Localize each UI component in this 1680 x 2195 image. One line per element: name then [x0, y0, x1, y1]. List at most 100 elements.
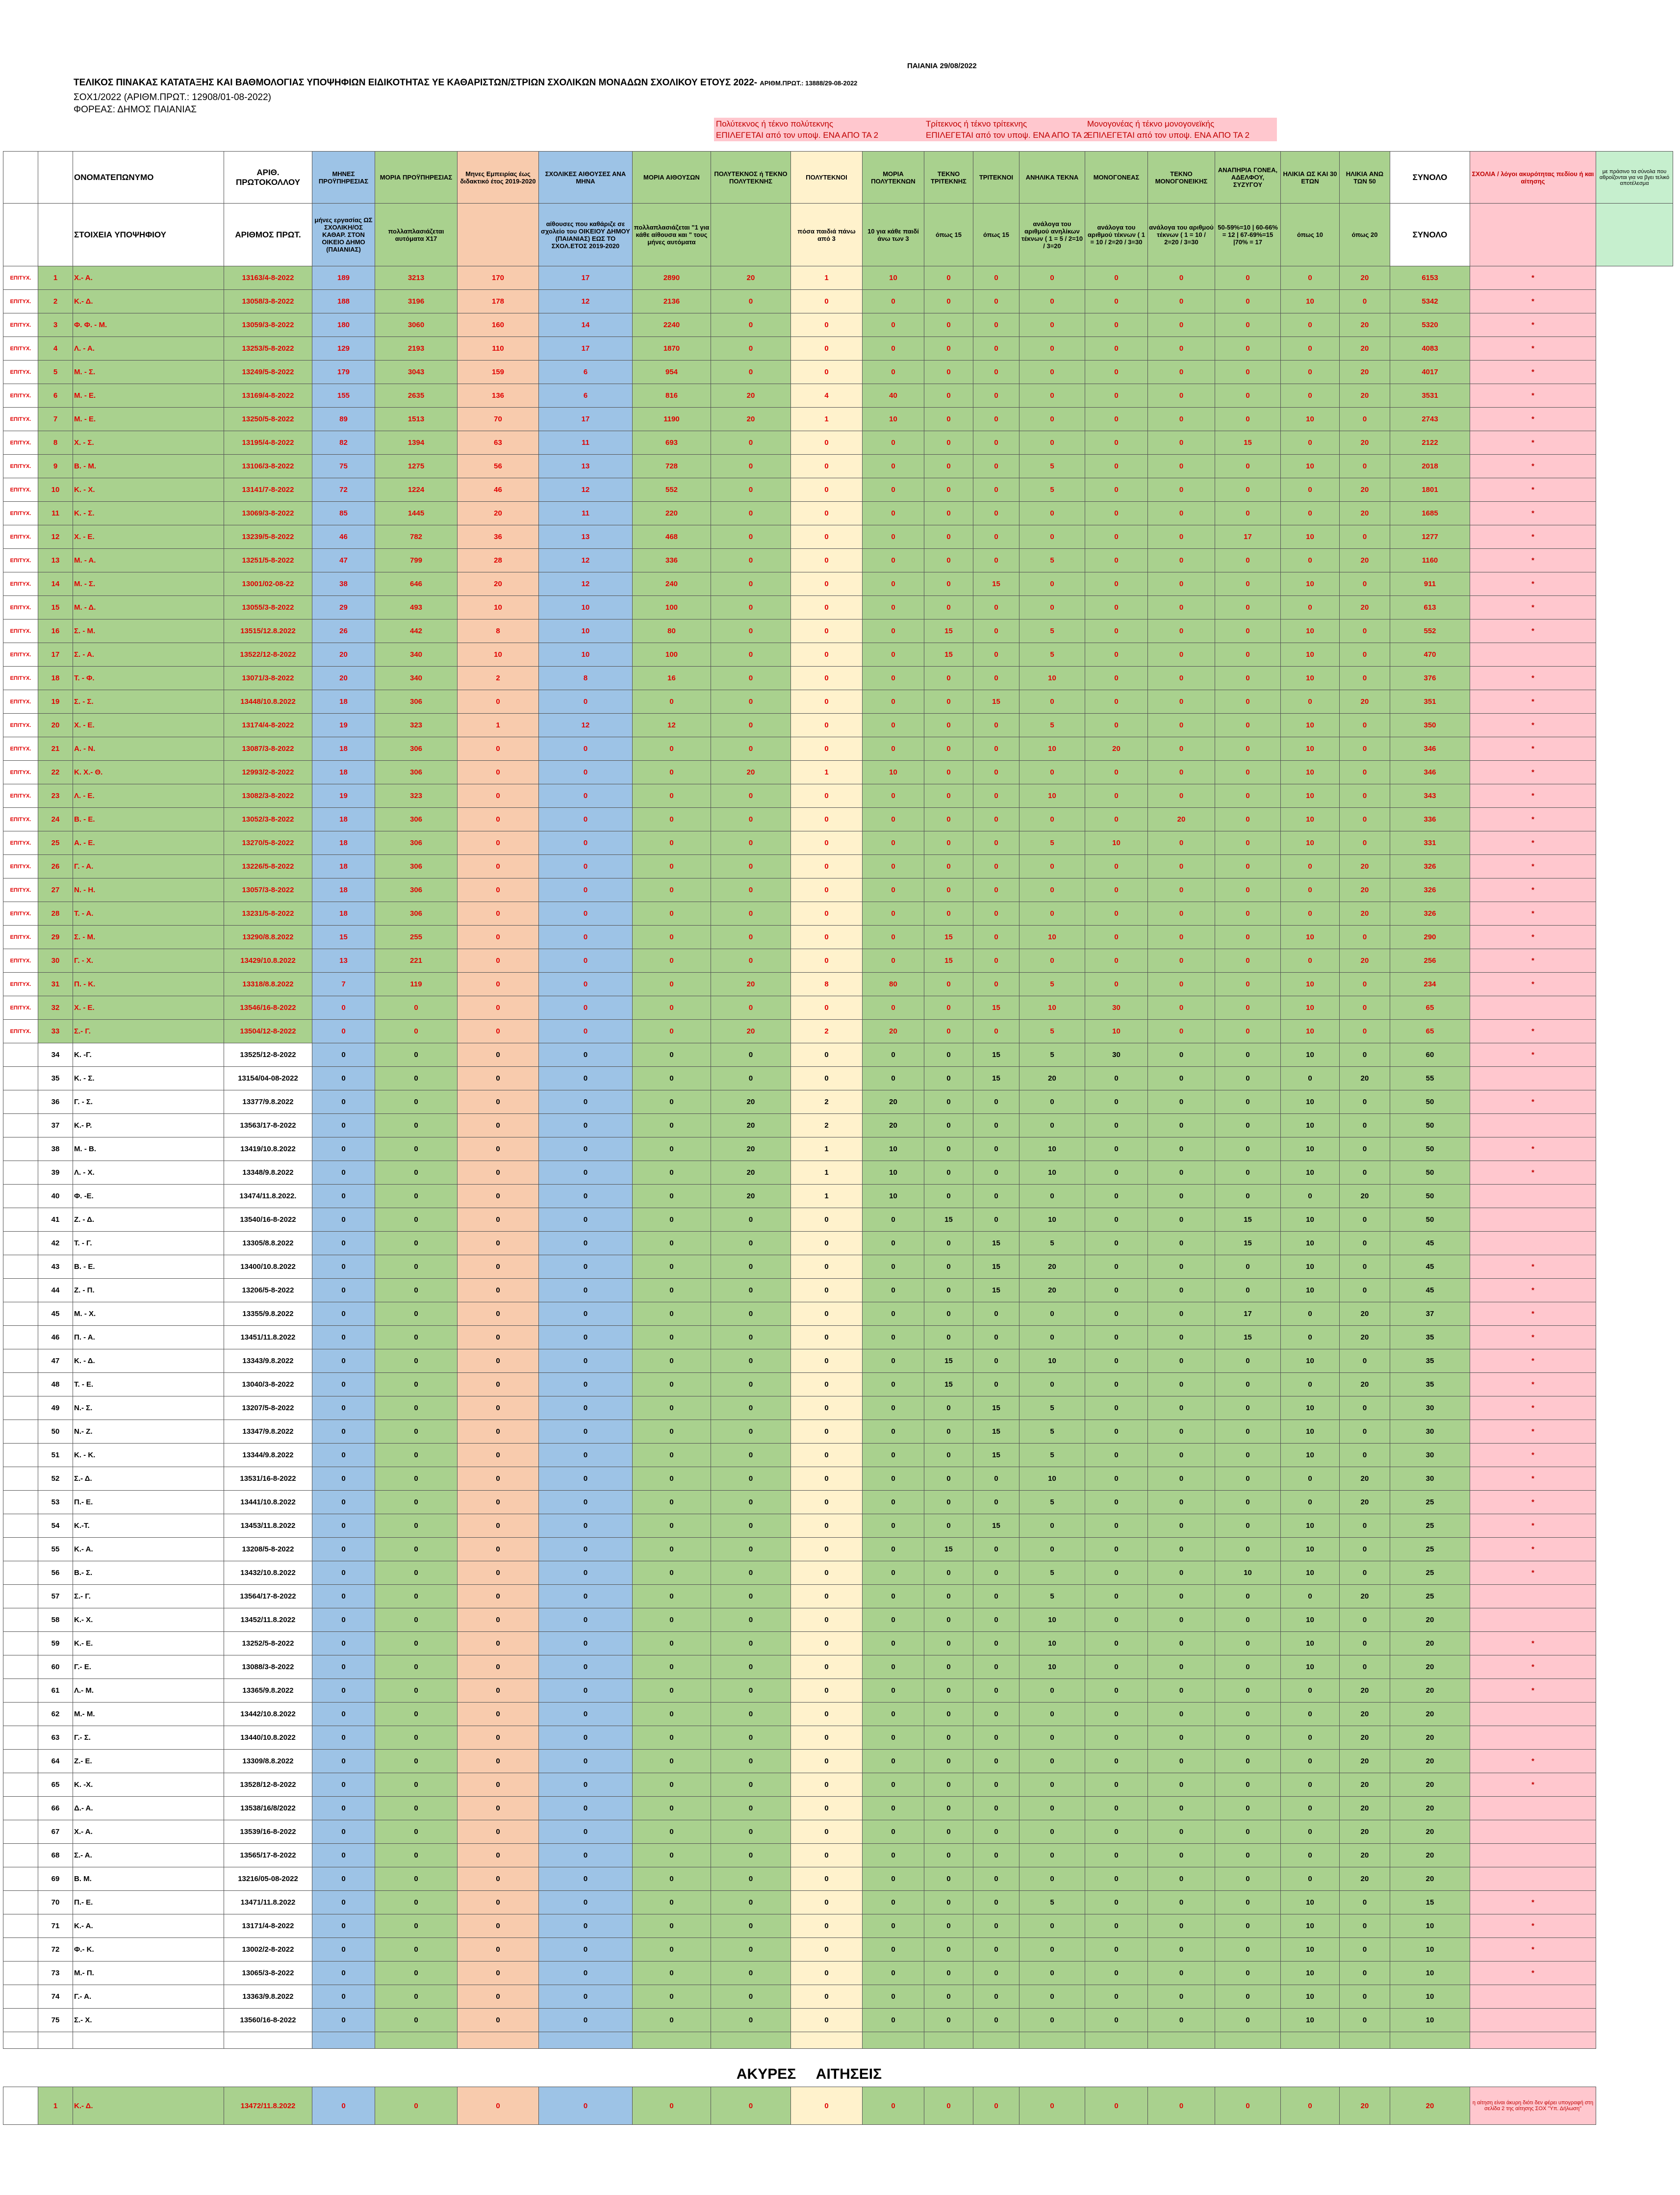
score-cell: 0	[711, 1255, 791, 1279]
score-cell: 0	[1215, 1702, 1281, 1726]
score-cell: 0	[312, 1985, 375, 2009]
score-cell: 180	[312, 313, 375, 337]
score-cell: 0	[1339, 289, 1390, 313]
score-cell: 0	[973, 501, 1019, 525]
score-cell: 0	[632, 1325, 711, 1349]
score-cell: 0	[632, 2008, 711, 2032]
score-cell: 0	[973, 525, 1019, 549]
score-cell: 0	[924, 266, 973, 290]
score-cell: 0	[924, 1019, 973, 1043]
score-cell: 0	[711, 1914, 791, 1938]
candidate-name: Σ. - Α.	[73, 643, 224, 667]
score-cell: 0	[790, 454, 863, 478]
cell	[1470, 1231, 1596, 1255]
data-row: 50 Ν.- Ζ. 13347/9.8.2022 0 0 0 0 0 0 0 0 0 15 5 0 0 0 10 0…	[3, 1420, 1673, 1444]
score-cell: 0	[632, 1514, 711, 1538]
score-cell: 0	[924, 2087, 973, 2125]
score-cell: 0	[1280, 1066, 1340, 1090]
score-cell: 0	[924, 1749, 973, 1773]
score-cell: 0	[1019, 313, 1085, 337]
score-cell: 0	[924, 1113, 973, 1137]
score-cell: 0	[1085, 1467, 1148, 1491]
score-cell: 0	[1215, 548, 1281, 572]
score-cell: 0	[1215, 1796, 1281, 1820]
data-row: ΕΠΙΤΥΧ. 31 Π. - Κ. 13318/8.8.2022 7 119 0 0 0 20 8…	[3, 972, 1673, 996]
data-row: 43 Β. - Ε. 13400/10.8.2022 0 0 0 0 0 0 0 0 0 15 20 0 0 0…	[3, 1255, 1673, 1279]
score-cell: 0	[1215, 1113, 1281, 1137]
score-cell: 0	[924, 1773, 973, 1797]
row-number: 59	[38, 1631, 73, 1655]
score-cell: 0	[312, 1726, 375, 1750]
score-cell: 10	[1280, 1961, 1340, 1985]
score-cell: 0	[538, 1961, 633, 1985]
score-cell: 0	[862, 360, 924, 384]
empty-cell	[1019, 2032, 1085, 2049]
score-cell: 0	[790, 619, 863, 643]
score-cell: 0	[1085, 949, 1148, 973]
score-cell: 0	[1085, 1161, 1148, 1185]
score-cell: 306	[375, 902, 458, 926]
score-cell: 10	[1019, 1161, 1085, 1185]
header-cell: Μηνες Εμπειρίας έως διδακτικό έτος 2019-…	[457, 151, 539, 204]
cell	[1596, 501, 1673, 525]
score-cell: 0	[312, 1113, 375, 1137]
score-cell: 0	[1280, 2087, 1340, 2125]
score-cell: 10	[1085, 831, 1148, 855]
score-cell: 10	[1280, 1231, 1340, 1255]
score-cell: 0	[538, 1396, 633, 1420]
score-cell: 0	[1147, 478, 1215, 502]
data-row: 54 Κ.-Τ. 13453/11.8.2022 0 0 0 0 0 0 0 0 0 15 0 0 0 0 10 0…	[3, 1514, 1673, 1538]
score-cell: 0	[862, 1443, 924, 1467]
score-cell: 0	[1085, 1584, 1148, 1608]
row-number: 72	[38, 1937, 73, 1962]
score-cell: 0	[790, 1043, 863, 1067]
candidate-name: Λ. - Χ.	[73, 1161, 224, 1185]
protocol-number: 13365/9.8.2022	[224, 1679, 312, 1703]
score-cell: 12	[538, 548, 633, 572]
score-cell: 0	[862, 1890, 924, 1914]
score-cell: 0	[1215, 690, 1281, 714]
score-cell: 0	[924, 1231, 973, 1255]
score-cell: 0	[1019, 690, 1085, 714]
score-cell: 2890	[632, 266, 711, 290]
score-cell: 0	[1147, 1749, 1215, 1773]
protocol-number: 13419/10.8.2022	[224, 1137, 312, 1161]
score-cell: 0	[1019, 289, 1085, 313]
protocol-number: 13002/2-8-2022	[224, 1937, 312, 1962]
empty-cell	[1596, 2032, 1673, 2049]
score-cell: 50	[1390, 1161, 1470, 1185]
score-cell: 0	[312, 1208, 375, 1232]
score-cell: 0	[632, 1820, 711, 1844]
note-text: ΕΠΙΛΕΓΕΤΑΙ από τον υποψ. ΕΝΑ ΑΠΟ ΤΑ 2	[716, 130, 879, 140]
score-cell: 10	[1280, 996, 1340, 1020]
score-cell: 0	[973, 1679, 1019, 1703]
score-cell: 5	[1019, 1043, 1085, 1067]
score-cell: 0	[1147, 713, 1215, 737]
score-cell: 10	[1390, 1961, 1470, 1985]
score-cell: 0	[924, 1843, 973, 1867]
note-cell: *	[1470, 760, 1596, 784]
score-cell: 0	[538, 1608, 633, 1632]
score-cell: 20	[1339, 1726, 1390, 1750]
score-cell: 0	[538, 854, 633, 878]
note-cell: *	[1470, 1773, 1596, 1797]
score-cell: 20	[711, 972, 791, 996]
header-cell: ΠΟΛΥΤΕΚΝΟΙ	[790, 151, 863, 204]
score-cell: 0	[457, 1820, 539, 1844]
score-cell: 0	[1339, 1443, 1390, 1467]
protocol-number: 13363/9.8.2022	[224, 1985, 312, 2009]
score-cell: 816	[632, 384, 711, 408]
score-cell: 0	[973, 289, 1019, 313]
data-row: 64 Ζ.- Ε. 13309/8.8.2022 0 0 0 0 0 0 0 0 0 0 0 0 0 0 0 20 2…	[3, 1749, 1673, 1773]
score-cell: 20	[1339, 1820, 1390, 1844]
score-cell: 0	[1147, 1584, 1215, 1608]
cell	[3, 1537, 38, 1561]
score-cell: 0	[1147, 1066, 1215, 1090]
score-cell: 20	[1339, 1184, 1390, 1208]
data-row: ΕΠΙΤΥΧ. 3 Φ. Φ. - Μ. 13059/3-8-2022 180 3060 1…	[3, 313, 1673, 337]
score-cell: 20	[1339, 1490, 1390, 1514]
score-cell: 0	[790, 1325, 863, 1349]
score-cell: 17	[538, 336, 633, 361]
score-cell: 0	[538, 1985, 633, 2009]
score-cell: 0	[538, 690, 633, 714]
